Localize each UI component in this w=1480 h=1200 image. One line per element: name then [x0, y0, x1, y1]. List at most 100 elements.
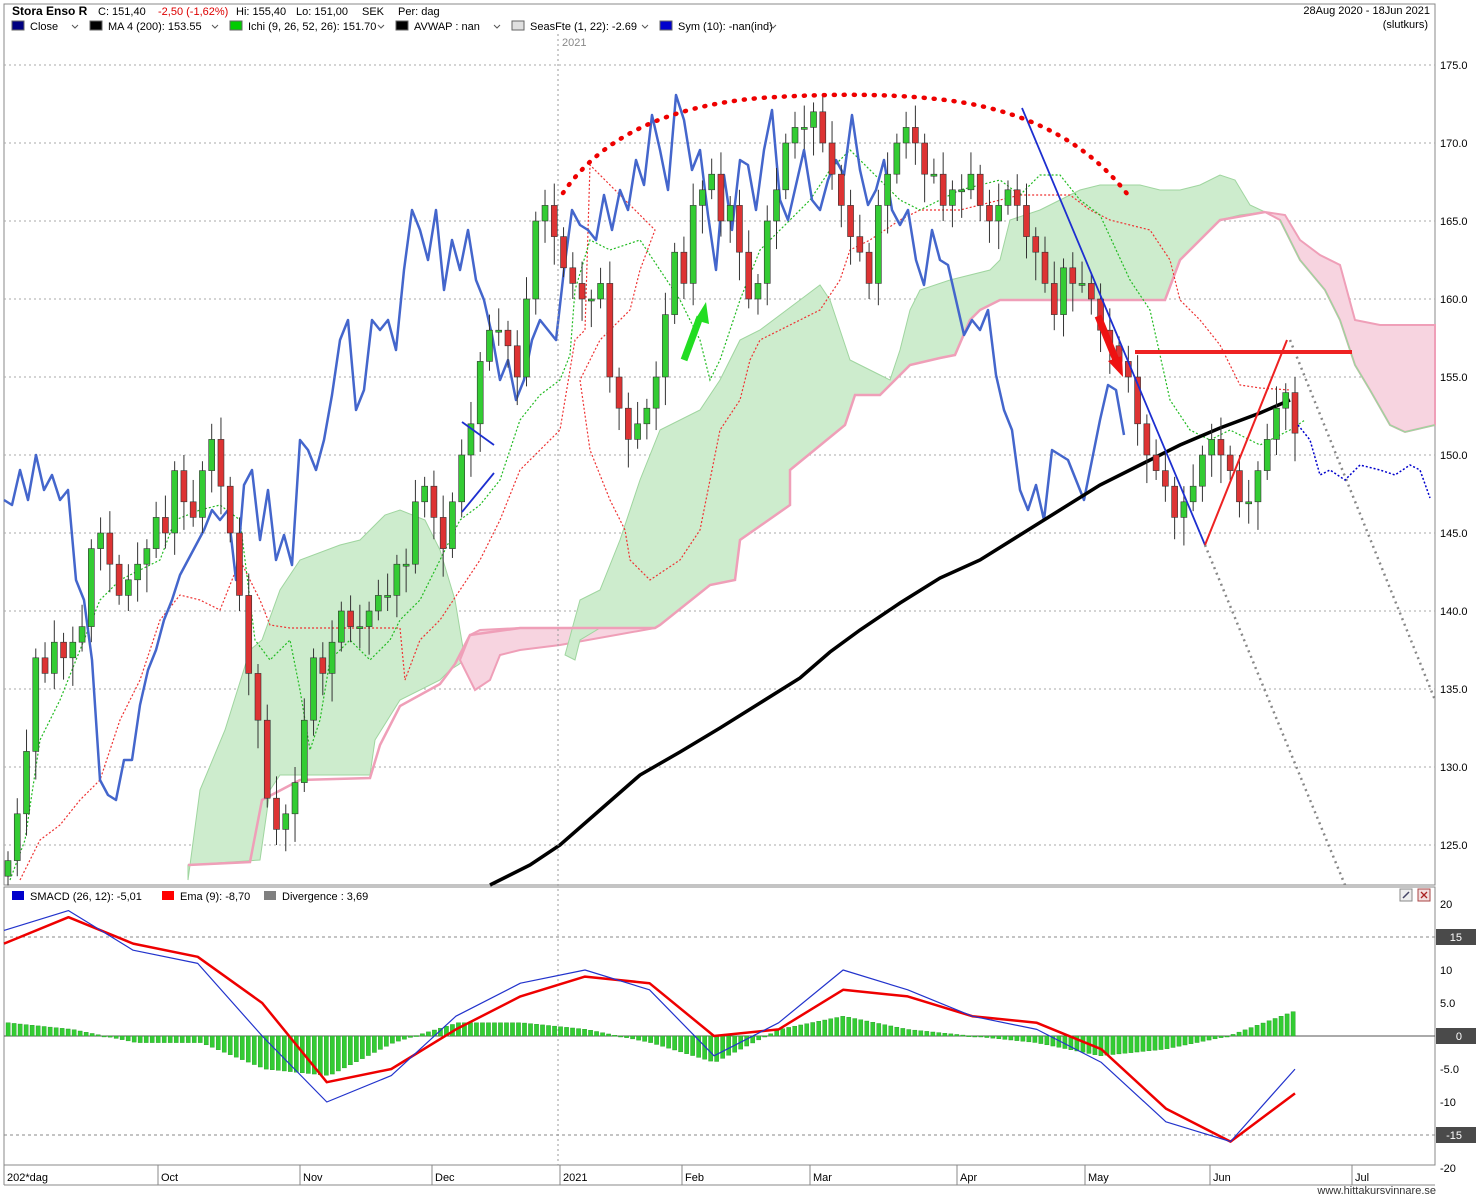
indicator-settings-icon[interactable] — [1399, 888, 1413, 902]
divergence-bar — [257, 1035, 263, 1068]
divergence-bar — [708, 1035, 713, 1062]
divergence-bar — [942, 1033, 948, 1037]
candle-down — [1217, 439, 1225, 456]
candle-down — [828, 142, 836, 175]
divergence-bar — [816, 1021, 822, 1037]
divergence-bar — [936, 1032, 942, 1037]
candle-down — [1143, 423, 1151, 456]
divergence-bar — [342, 1035, 347, 1069]
y-tick-label: 130.0 — [1440, 762, 1468, 774]
y-tick-label: 155.0 — [1440, 372, 1468, 384]
candle-down — [1291, 392, 1299, 434]
divergence-bar — [384, 1035, 389, 1047]
divergence-bar — [756, 1035, 761, 1041]
candle-up — [967, 173, 975, 191]
divergence-bar — [1128, 1035, 1134, 1053]
divergence-bar — [1272, 1018, 1278, 1037]
y-tick-label: 150.0 — [1440, 450, 1468, 462]
candle-down — [680, 251, 688, 284]
candle-up — [1180, 501, 1188, 518]
divergence-bar — [600, 1032, 605, 1037]
divergence-bar — [378, 1035, 383, 1050]
divergence-bar — [1008, 1035, 1014, 1041]
divergence-bar — [540, 1024, 545, 1037]
indicator-tick-label: -5.0 — [1440, 1064, 1459, 1076]
divergence-bar — [894, 1026, 900, 1037]
divergence-bar — [900, 1028, 906, 1037]
candle-down — [939, 173, 947, 206]
indicator-tick-label: -20 — [1440, 1163, 1456, 1175]
candle-up — [50, 641, 58, 674]
divergence-bar — [744, 1035, 749, 1047]
divergence-bar — [1032, 1035, 1038, 1043]
candle-down — [625, 407, 632, 440]
period-label: Per: dag — [398, 6, 440, 18]
divergence-bar — [1242, 1029, 1248, 1037]
candle-up — [763, 220, 771, 284]
divergence-bar — [1200, 1035, 1206, 1042]
candle-up — [13, 813, 21, 861]
divergence-bar — [1206, 1035, 1212, 1041]
divergence-bar — [203, 1035, 209, 1046]
divergence-bar — [1194, 1035, 1200, 1043]
candle-down — [986, 205, 993, 222]
divergence-bar — [1266, 1020, 1272, 1037]
divergence-bar — [1158, 1035, 1164, 1050]
legend-swatch — [229, 20, 243, 31]
divergence-bar — [798, 1024, 804, 1037]
divergence-bar — [564, 1027, 569, 1037]
divergence-bar — [125, 1035, 131, 1042]
divergence-bar — [834, 1017, 840, 1037]
candle-up — [782, 142, 790, 191]
divergence-bar — [155, 1035, 161, 1043]
divergence-bar — [876, 1023, 882, 1037]
candle-down — [560, 236, 567, 269]
divergence-bar — [1188, 1035, 1194, 1044]
candle-down — [921, 142, 928, 175]
candle-down — [217, 439, 225, 487]
divergence-bar — [348, 1035, 353, 1066]
candle-up — [1273, 407, 1280, 440]
candle-down — [1041, 251, 1049, 284]
candle-down — [254, 673, 262, 721]
divergence-bar — [558, 1026, 563, 1037]
divergence-bar — [582, 1029, 587, 1037]
highlighted-tick-bg — [1436, 929, 1476, 945]
divergence-bar — [1134, 1035, 1140, 1053]
divergence-bar — [1224, 1035, 1230, 1038]
divergence-bar — [1164, 1035, 1170, 1049]
divergence-bar — [179, 1035, 185, 1043]
candle-down — [912, 127, 919, 144]
divergence-bar — [372, 1035, 377, 1053]
divergence-bar — [354, 1035, 359, 1062]
divergence-bar — [318, 1035, 323, 1075]
divergence-bar — [227, 1035, 233, 1055]
divergence-bar — [648, 1035, 653, 1043]
legend-swatch — [511, 20, 525, 31]
candle-up — [23, 751, 30, 815]
divergence-bar — [53, 1027, 59, 1037]
candle-down — [189, 501, 197, 518]
divergence-bar — [17, 1023, 23, 1037]
divergence-bar — [684, 1035, 689, 1054]
divergence-bar — [1170, 1035, 1176, 1048]
close-price: C: 151,40 — [98, 6, 146, 18]
divergence-bar — [390, 1035, 395, 1044]
up-arrow-annotation — [680, 302, 709, 362]
legend-label: Close — [30, 21, 58, 33]
candle-up — [726, 205, 734, 222]
divergence-bar — [5, 1022, 11, 1037]
indicator-close-icon[interactable] — [1417, 888, 1431, 902]
candle-up — [449, 501, 456, 549]
divergence-bar — [912, 1029, 918, 1037]
divergence-bar — [534, 1024, 539, 1037]
x-tick-label: 202*dag — [7, 1172, 48, 1184]
divergence-bar — [1020, 1035, 1026, 1042]
candle-up — [199, 470, 206, 518]
candle-up — [69, 641, 77, 659]
year-marker-label: 2021 — [562, 37, 586, 49]
indicator-legend-label: Divergence : 3,69 — [282, 891, 368, 903]
candle-up — [689, 205, 697, 284]
y-tick-label: 140.0 — [1440, 606, 1468, 618]
divergence-bar — [47, 1026, 53, 1037]
